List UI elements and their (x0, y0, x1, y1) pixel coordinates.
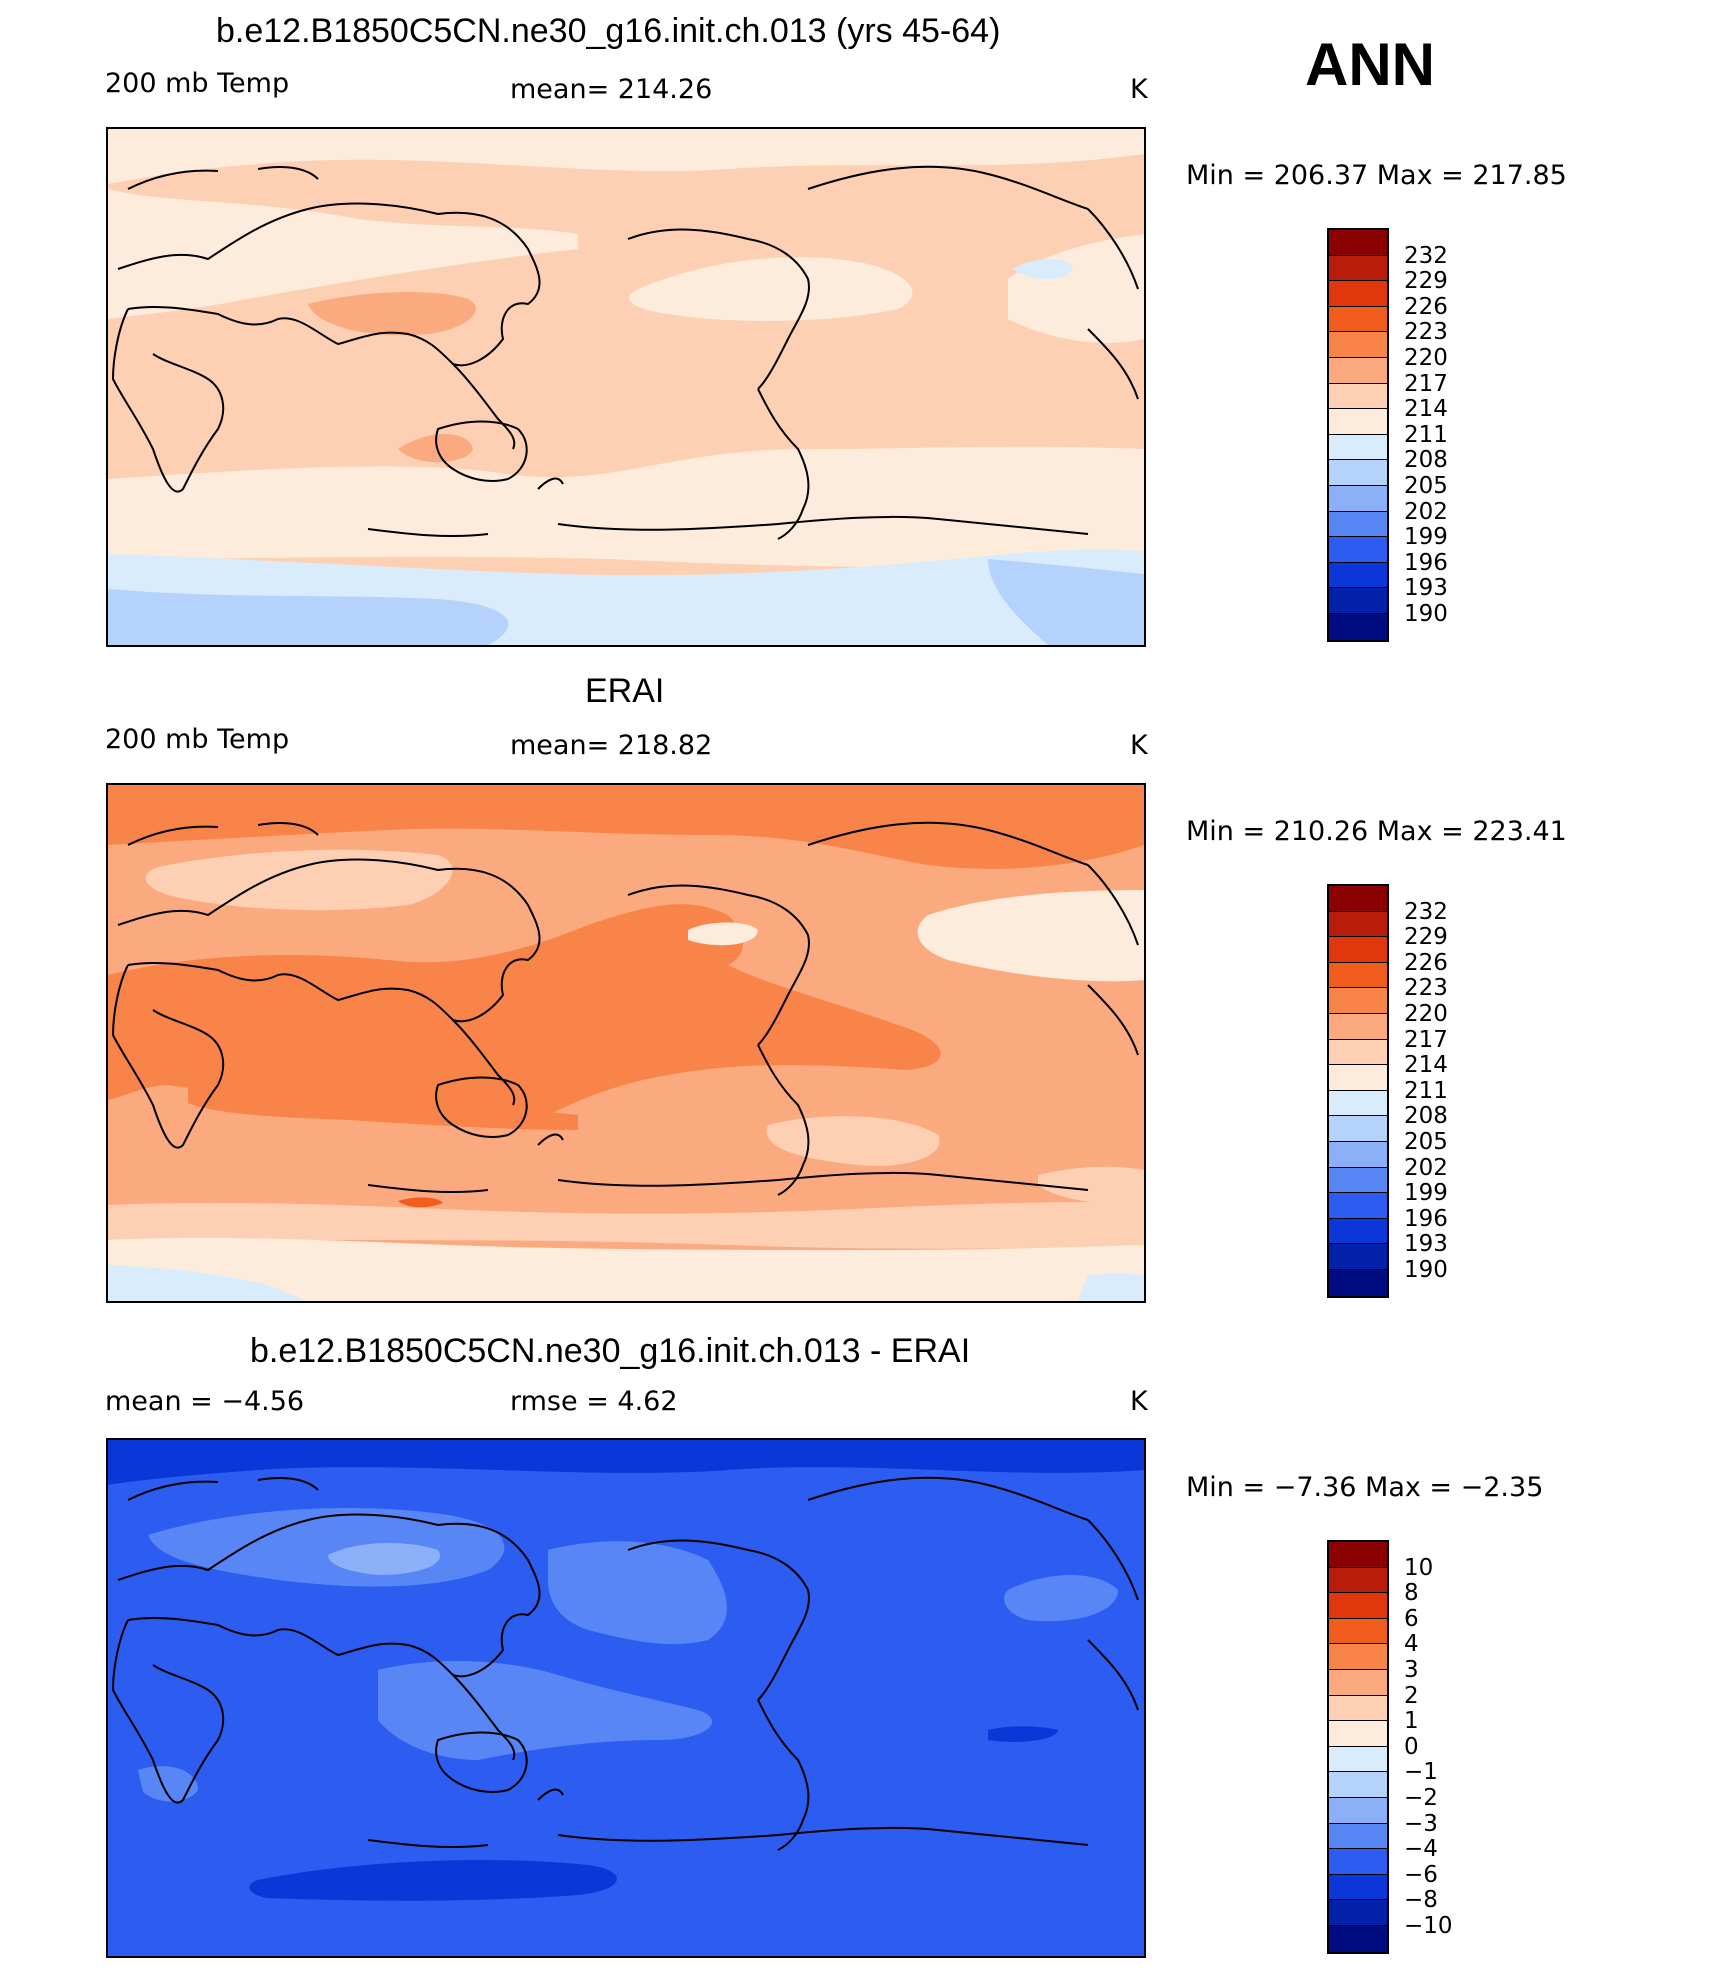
colorbar-tick-label: 8 (1404, 1580, 1419, 1607)
panel3-center-label: rmse = 4.62 (510, 1386, 678, 1417)
season-label: ANN (1305, 31, 1435, 98)
colorbar-tick-label: 217 (1404, 370, 1448, 397)
colorbar-tick-label: 220 (1404, 1001, 1448, 1027)
panel2-left-label: 200 mb Temp (105, 724, 290, 755)
colorbar-tick-label: 229 (1404, 924, 1448, 951)
colorbar-tick-label: 211 (1404, 1077, 1448, 1104)
colorbar-tick-label: 211 (1404, 421, 1448, 448)
colorbar-tick-label: 193 (1404, 1231, 1448, 1258)
panel2-center-label: mean= 218.82 (510, 730, 713, 761)
colorbar-tick-label: 202 (1404, 1154, 1448, 1181)
panel2-map (106, 783, 1146, 1303)
colorbar-tick-label: 208 (1404, 1103, 1448, 1130)
colorbar-tick-label: 193 (1404, 575, 1448, 602)
colorbar-tick-label: 199 (1404, 1180, 1448, 1207)
colorbar-tick-label: 6 (1404, 1605, 1419, 1632)
panel3-minmax: Min = −7.36 Max = −2.35 (1186, 1472, 1544, 1503)
colorbar-tick-label: 205 (1404, 473, 1448, 499)
panel1-map (106, 127, 1146, 647)
panel2-units: K (1130, 730, 1148, 761)
colorbar-tick-label: −2 (1404, 1785, 1438, 1811)
colorbar-tick-label: 196 (1404, 1205, 1448, 1232)
panel1-units: K (1130, 74, 1148, 105)
panel1-title: b.e12.B1850C5CN.ne30_g16.init.ch.013 (yr… (216, 12, 1001, 50)
colorbar-tick-label: 232 (1404, 242, 1448, 269)
colorbar-tick-label: 199 (1404, 524, 1448, 551)
colorbar-tick-label: −1 (1404, 1759, 1438, 1786)
colorbar-tick-label: 229 (1404, 268, 1448, 295)
colorbar-tick-label: 214 (1404, 396, 1448, 423)
colorbar-tick-label: 217 (1404, 1026, 1448, 1053)
colorbar-tick-label: 202 (1404, 498, 1448, 525)
colorbar-tick-label: 214 (1404, 1052, 1448, 1079)
panel1-colorbar (1327, 228, 1389, 642)
colorbar-tick-label: 208 (1404, 447, 1448, 474)
colorbar-tick-label: 232 (1404, 898, 1448, 925)
panel1-center-label: mean= 214.26 (510, 74, 713, 105)
colorbar-tick-label: 223 (1404, 319, 1448, 346)
colorbar-tick-label: 205 (1404, 1129, 1448, 1155)
colorbar-tick-label: 3 (1404, 1657, 1419, 1683)
colorbar-tick-label: 226 (1404, 293, 1448, 320)
colorbar-tick-label: 190 (1404, 1257, 1448, 1283)
panel1-contour-field (108, 129, 1144, 645)
colorbar-tick-label: 0 (1404, 1733, 1419, 1760)
colorbar-tick-label: 226 (1404, 949, 1448, 976)
panel1-minmax: Min = 206.37 Max = 217.85 (1186, 160, 1567, 191)
colorbar-tick-label: 223 (1404, 975, 1448, 1002)
colorbar-tick-label: 4 (1404, 1631, 1419, 1658)
colorbar-tick-label: −6 (1404, 1861, 1438, 1888)
colorbar-tick-label: 10 (1404, 1554, 1434, 1581)
colorbar-tick-label: −10 (1404, 1913, 1453, 1939)
colorbar-tick-label: −8 (1404, 1887, 1438, 1914)
colorbar-tick-label: −3 (1404, 1810, 1438, 1837)
colorbar-tick-label: 1 (1404, 1708, 1419, 1735)
panel3-left-label: mean = −4.56 (105, 1386, 305, 1417)
panel2-colorbar (1327, 884, 1389, 1298)
panel3-units: K (1130, 1386, 1148, 1417)
panel3-map (106, 1438, 1146, 1958)
colorbar-tick-label: 196 (1404, 549, 1448, 576)
panel2-contour-field (108, 785, 1144, 1301)
colorbar-tick-label: 2 (1404, 1682, 1419, 1709)
panel3-title: b.e12.B1850C5CN.ne30_g16.init.ch.013 - E… (250, 1332, 971, 1370)
panel3-colorbar (1327, 1540, 1389, 1954)
colorbar-tick-label: −4 (1404, 1836, 1438, 1863)
colorbar-tick-label: 220 (1404, 345, 1448, 371)
panel2-title: ERAI (585, 672, 665, 710)
colorbar-tick-label: 190 (1404, 601, 1448, 627)
panel1-left-label: 200 mb Temp (105, 68, 290, 99)
panel2-minmax: Min = 210.26 Max = 223.41 (1186, 816, 1567, 847)
panel3-contour-field (108, 1440, 1144, 1956)
